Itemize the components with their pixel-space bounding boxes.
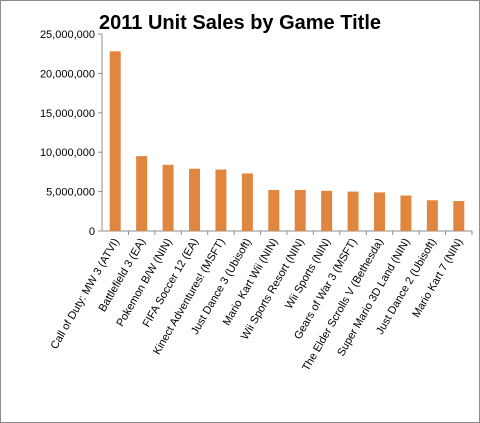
bar: [162, 164, 174, 231]
y-tick-label: 15,000,000: [40, 108, 95, 120]
bar: [453, 201, 465, 231]
bar: [321, 190, 333, 231]
y-tick-label: 10,000,000: [40, 147, 95, 159]
chart-bars: [109, 51, 465, 231]
y-tick-label: 20,000,000: [40, 68, 95, 80]
bar: [294, 190, 306, 231]
category-labels: Call of Duty: MW 3 (ATVI)Battlefield 3 (…: [49, 236, 466, 373]
bar: [241, 173, 253, 231]
y-tick-label: 0: [89, 226, 95, 238]
bar: [347, 191, 359, 231]
bar: [400, 195, 412, 231]
y-tick-label: 5,000,000: [46, 187, 95, 199]
chart-axes: 0 5,000,000 10,000,000 15,000,000 20,000,000…: [40, 29, 473, 238]
bar: [109, 51, 121, 231]
bar: [268, 190, 280, 231]
chart-title: 2011 Unit Sales by Game Title: [99, 12, 381, 34]
y-tick-label: 25,000,000: [40, 29, 95, 41]
bar: [426, 200, 438, 231]
bar: [374, 192, 385, 231]
bar: [215, 169, 227, 231]
bar: [189, 168, 200, 231]
category-label: Mario Kart 7 (NIN): [410, 237, 465, 320]
bar: [136, 156, 148, 231]
